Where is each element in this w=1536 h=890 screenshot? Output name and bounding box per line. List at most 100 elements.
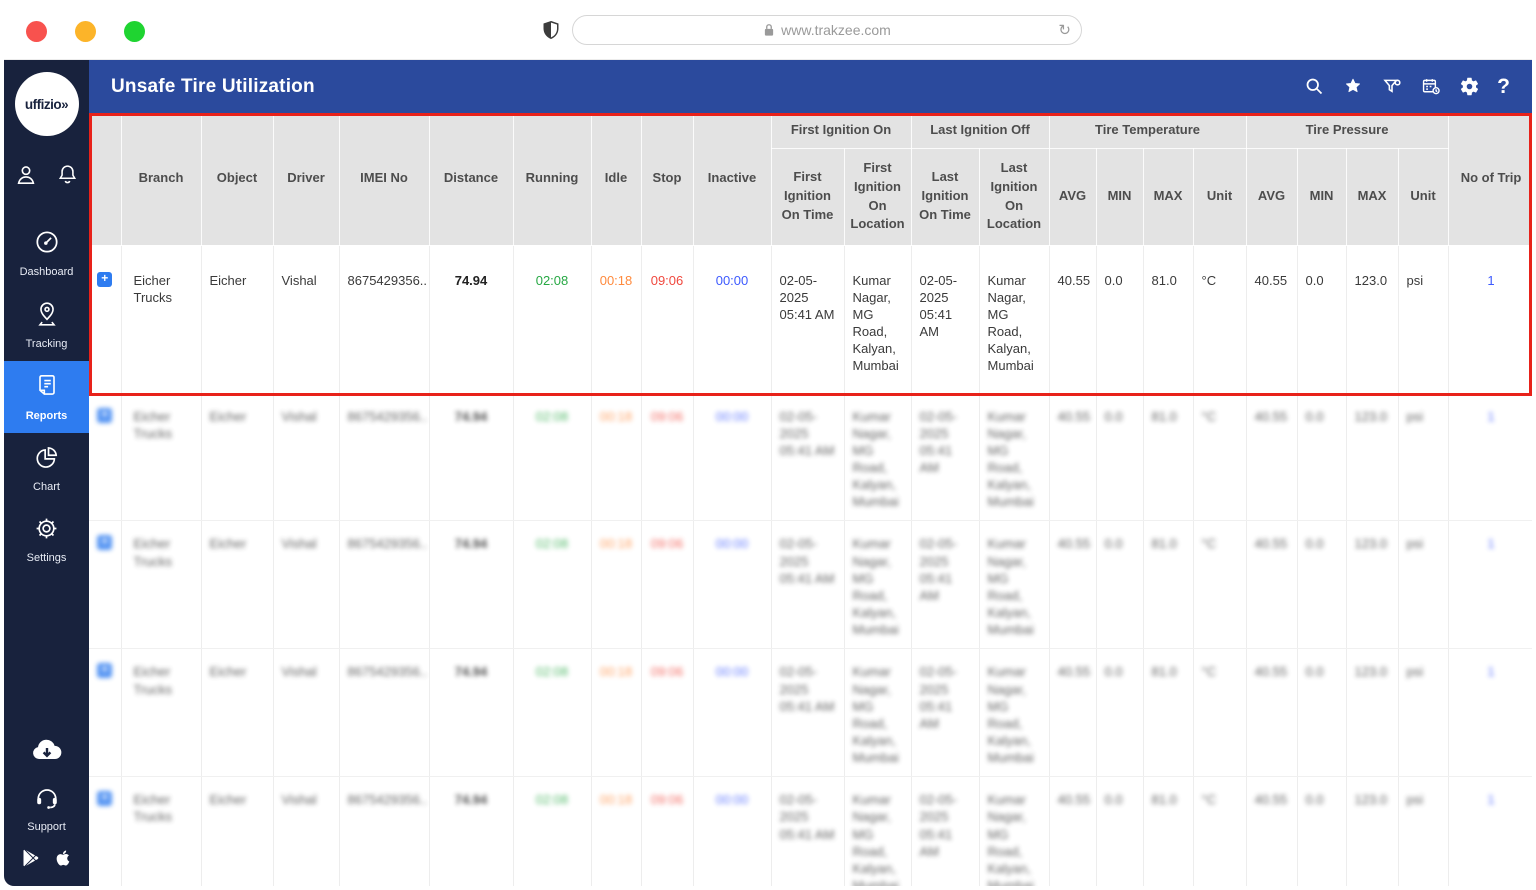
zoom-window-button[interactable] [124,21,145,42]
cell-inactive: 00:00 [693,648,772,778]
cell-first-ignition-on-location: Kumar Nagar, MG Road, Kalyan, Mumbai [844,648,912,778]
help-icon[interactable]: ? [1497,75,1510,98]
trip-count-link[interactable]: 1 [1487,408,1495,424]
cell-temp-min: 0.0 [1096,393,1144,522]
cell-distance: 74.94 [429,245,514,394]
cell-pressure-min: 0.0 [1297,520,1347,650]
sidebar-item-settings[interactable]: Settings [4,504,89,575]
sidebar-item-reports[interactable]: Reports [4,361,89,433]
cell-last-ignition-on-location: Kumar Nagar, MG Road, Kalyan, Mumbai [979,776,1050,886]
header-pressure-min: MIN [1297,148,1347,246]
header-group-tire-temperature: Tire Temperature [1049,113,1247,149]
cell-pressure-min: 0.0 [1297,776,1347,886]
cell-pressure-avg: 40.55 [1246,245,1298,394]
cell-first-ignition-on-location: Kumar Nagar, MG Road, Kalyan, Mumbai [844,520,912,650]
location-pin-icon [34,300,60,333]
cell-idle: 00:18 [591,393,642,522]
cell-first-ignition-on-time: 02-05-2025 05:41 AM [771,776,845,886]
cell-first-ignition-on-time: 02-05-2025 05:41 AM [771,520,845,650]
table-row: Eicher Trucks Eicher Vishal 8675429356..… [89,776,1532,886]
header-expand-column [89,113,122,246]
cell-temp-avg: 40.55 [1049,245,1097,394]
cell-first-ignition-on-location: Kumar Nagar, MG Road, Kalyan, Mumbai [844,776,912,886]
cell-temp-min: 0.0 [1096,776,1144,886]
cell-stop: 09:06 [641,520,694,650]
table-row: Eicher Trucks Eicher Vishal 8675429356..… [89,648,1532,778]
cell-driver: Vishal [273,245,340,394]
cell-branch: Eicher Trucks [121,520,202,650]
cell-pressure-unit: psi [1398,648,1449,778]
trip-count-link[interactable]: 1 [1487,272,1495,288]
trip-count-link[interactable]: 1 [1487,792,1495,808]
cell-temp-min: 0.0 [1096,245,1144,394]
cell-temp-max: 81.0 [1143,245,1194,394]
cell-branch: Eicher Trucks [121,776,202,886]
cell-temp-avg: 40.55 [1049,776,1097,886]
cell-stop: 09:06 [641,393,694,522]
close-window-button[interactable] [26,21,47,42]
cell-branch: Eicher Trucks [121,648,202,778]
address-bar[interactable]: www.trakzee.com ↻ [572,15,1082,45]
cell-temp-max: 81.0 [1143,393,1194,522]
cell-no-of-trip: 1 [1448,776,1532,886]
cell-temp-max: 81.0 [1143,648,1194,778]
schedule-calendar-icon[interactable] [1420,76,1442,97]
header-pressure-unit: Unit [1398,148,1449,246]
cell-running: 02:08 [513,393,592,522]
cell-imei: 8675429356.. [339,520,430,650]
settings-gear-icon[interactable] [1459,76,1480,97]
cell-last-ignition-on-time: 02-05-2025 05:41 AM [911,776,980,886]
table-row: Eicher Trucks Eicher Vishal 8675429356..… [89,520,1532,650]
expand-row-button[interactable] [97,662,113,679]
user-icon[interactable] [13,162,39,193]
notifications-bell-icon[interactable] [55,162,80,193]
cell-pressure-max: 123.0 [1346,245,1399,394]
header-temp-unit: Unit [1193,148,1247,246]
expand-row-button[interactable] [97,790,113,807]
cell-branch: Eicher Trucks [121,245,202,394]
table-row: Eicher Trucks Eicher Vishal 8675429356..… [89,393,1532,522]
reload-icon[interactable]: ↻ [1058,22,1071,39]
report-document-icon [34,372,60,405]
pie-chart-icon [33,444,60,476]
cell-inactive: 00:00 [693,245,772,394]
uffizio-logo[interactable]: uffizio» [14,72,79,136]
page-header: Unsafe Tire Utilization [89,60,1532,113]
cell-inactive: 00:00 [693,776,772,886]
header-temp-avg: AVG [1049,148,1097,246]
cell-temp-unit: °C [1193,245,1247,394]
trip-count-link[interactable]: 1 [1487,664,1495,680]
sidebar-item-chart[interactable]: Chart [4,433,89,504]
header-inactive: Inactive [693,113,772,246]
cell-imei: 8675429356.. [339,245,430,394]
header-idle: Idle [591,113,642,246]
lock-icon [763,23,775,37]
privacy-shield-icon[interactable] [542,19,560,41]
favorite-star-icon[interactable] [1342,76,1364,97]
trip-count-link[interactable]: 1 [1487,536,1495,552]
cell-first-ignition-on-time: 02-05-2025 05:41 AM [771,648,845,778]
cell-driver: Vishal [273,648,340,778]
cell-idle: 00:18 [591,520,642,650]
cell-driver: Vishal [273,520,340,650]
sidebar-item-dashboard[interactable]: Dashboard [4,217,89,289]
filter-icon[interactable] [1381,76,1403,97]
cell-last-ignition-on-location: Kumar Nagar, MG Road, Kalyan, Mumbai [979,520,1050,650]
cell-pressure-avg: 40.55 [1246,648,1298,778]
cloud-download-icon[interactable] [29,736,65,769]
minimize-window-button[interactable] [75,21,96,42]
search-icon[interactable] [1304,76,1325,97]
report-table-zone: Branch Object Driver IMEI No Distance Ru… [89,113,1532,886]
expand-row-button[interactable] [97,534,113,551]
header-pressure-max: MAX [1346,148,1399,246]
cell-stop: 09:06 [641,776,694,886]
apple-icon[interactable] [53,847,73,874]
cell-temp-min: 0.0 [1096,520,1144,650]
google-play-icon[interactable] [21,848,41,873]
cell-idle: 00:18 [591,648,642,778]
cell-temp-min: 0.0 [1096,648,1144,778]
expand-row-button[interactable] [97,271,113,287]
expand-row-button[interactable] [97,407,113,423]
sidebar-item-support[interactable]: Support [21,783,73,833]
sidebar-item-tracking[interactable]: Tracking [4,289,89,361]
